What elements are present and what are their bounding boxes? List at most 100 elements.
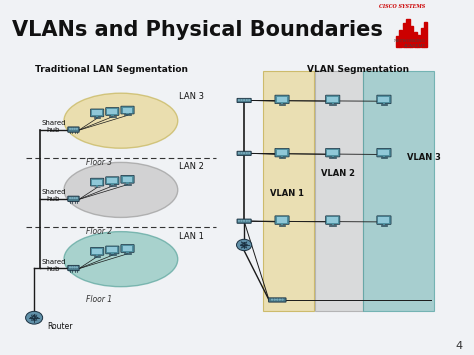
Bar bbox=[381, 104, 387, 105]
Bar bbox=[281, 156, 283, 158]
Bar bbox=[122, 246, 132, 251]
Bar bbox=[107, 109, 117, 114]
Bar bbox=[331, 103, 334, 104]
Text: LAN 1: LAN 1 bbox=[179, 231, 204, 241]
Bar bbox=[327, 150, 338, 155]
FancyBboxPatch shape bbox=[68, 196, 79, 202]
Bar bbox=[421, 28, 424, 47]
Bar bbox=[122, 177, 132, 182]
Bar bbox=[92, 180, 102, 185]
Text: Shared
hub: Shared hub bbox=[41, 120, 66, 133]
Circle shape bbox=[246, 220, 247, 221]
FancyBboxPatch shape bbox=[268, 298, 286, 302]
Text: LAN 3: LAN 3 bbox=[179, 92, 204, 102]
FancyBboxPatch shape bbox=[91, 178, 104, 186]
Circle shape bbox=[244, 220, 245, 221]
Text: LAN 2: LAN 2 bbox=[179, 162, 204, 171]
Text: Floor 2: Floor 2 bbox=[86, 226, 113, 236]
Circle shape bbox=[26, 311, 43, 324]
Ellipse shape bbox=[64, 231, 178, 287]
Bar bbox=[399, 30, 402, 47]
FancyBboxPatch shape bbox=[377, 216, 391, 224]
Text: Shared
hub: Shared hub bbox=[41, 190, 66, 202]
Bar bbox=[378, 217, 390, 223]
FancyBboxPatch shape bbox=[106, 177, 119, 185]
Bar bbox=[378, 97, 390, 102]
Bar bbox=[122, 108, 132, 113]
Text: Shared
hub: Shared hub bbox=[41, 259, 66, 272]
Text: Traditional LAN Segmentation: Traditional LAN Segmentation bbox=[35, 65, 188, 73]
Bar bbox=[329, 225, 336, 226]
Bar bbox=[327, 217, 338, 223]
Bar bbox=[111, 253, 113, 255]
Circle shape bbox=[238, 220, 239, 221]
Circle shape bbox=[74, 267, 75, 268]
Circle shape bbox=[272, 299, 273, 300]
FancyBboxPatch shape bbox=[91, 247, 104, 255]
Bar bbox=[277, 150, 288, 155]
Bar bbox=[94, 256, 100, 257]
Bar bbox=[327, 97, 338, 102]
FancyBboxPatch shape bbox=[275, 216, 289, 224]
Bar bbox=[92, 249, 102, 254]
Bar bbox=[107, 178, 117, 183]
Bar bbox=[263, 71, 314, 311]
FancyBboxPatch shape bbox=[326, 216, 340, 224]
Bar bbox=[111, 114, 113, 116]
FancyBboxPatch shape bbox=[237, 151, 251, 155]
Bar bbox=[126, 182, 128, 184]
Text: CISCO SYSTEMS: CISCO SYSTEMS bbox=[379, 4, 426, 9]
Bar bbox=[407, 20, 410, 47]
FancyBboxPatch shape bbox=[106, 246, 119, 254]
Bar bbox=[111, 184, 113, 185]
Bar bbox=[124, 114, 131, 115]
Bar bbox=[378, 150, 390, 155]
FancyBboxPatch shape bbox=[237, 219, 251, 223]
Bar bbox=[92, 110, 102, 115]
Bar bbox=[315, 71, 363, 311]
Bar bbox=[424, 22, 427, 47]
Text: Router: Router bbox=[47, 322, 73, 331]
Bar bbox=[329, 104, 336, 105]
Bar bbox=[109, 185, 116, 186]
Bar bbox=[383, 223, 385, 225]
Text: VLAN 2: VLAN 2 bbox=[321, 169, 355, 179]
Bar bbox=[94, 186, 100, 187]
Bar bbox=[281, 103, 283, 104]
Bar bbox=[281, 223, 283, 225]
Bar bbox=[109, 254, 116, 255]
Bar bbox=[277, 217, 288, 223]
FancyBboxPatch shape bbox=[68, 265, 79, 271]
FancyBboxPatch shape bbox=[121, 175, 134, 183]
Bar bbox=[279, 225, 285, 226]
Text: NETWORKING
ACADEMY: NETWORKING ACADEMY bbox=[394, 39, 426, 48]
Bar bbox=[96, 254, 99, 256]
FancyBboxPatch shape bbox=[326, 95, 340, 104]
FancyBboxPatch shape bbox=[237, 98, 251, 103]
Circle shape bbox=[282, 299, 283, 300]
FancyBboxPatch shape bbox=[106, 108, 119, 115]
FancyBboxPatch shape bbox=[377, 95, 391, 104]
Circle shape bbox=[274, 299, 275, 300]
Bar bbox=[126, 251, 128, 253]
Bar bbox=[383, 103, 385, 104]
Bar bbox=[124, 184, 131, 185]
Bar bbox=[109, 116, 116, 117]
Circle shape bbox=[70, 267, 71, 268]
FancyBboxPatch shape bbox=[326, 148, 340, 157]
Bar bbox=[396, 36, 399, 47]
Bar bbox=[413, 32, 417, 47]
Text: Floor 1: Floor 1 bbox=[86, 295, 113, 305]
Bar bbox=[331, 156, 334, 158]
FancyBboxPatch shape bbox=[91, 109, 104, 117]
Bar bbox=[94, 117, 100, 118]
Circle shape bbox=[76, 267, 77, 268]
Circle shape bbox=[72, 267, 73, 268]
Bar bbox=[417, 36, 420, 47]
FancyBboxPatch shape bbox=[121, 245, 134, 252]
FancyBboxPatch shape bbox=[121, 106, 134, 114]
FancyBboxPatch shape bbox=[275, 95, 289, 104]
Circle shape bbox=[249, 220, 250, 221]
Text: VLAN Segmentation: VLAN Segmentation bbox=[307, 65, 409, 73]
Text: VLANs and Physical Boundaries: VLANs and Physical Boundaries bbox=[12, 21, 383, 40]
